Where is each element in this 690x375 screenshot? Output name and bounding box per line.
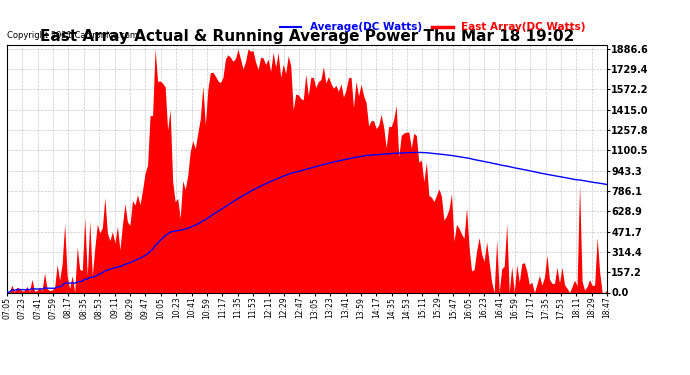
Text: Copyright 2021 Cartronics.com: Copyright 2021 Cartronics.com: [7, 32, 138, 40]
Legend: Average(DC Watts), East Array(DC Watts): Average(DC Watts), East Array(DC Watts): [276, 18, 590, 36]
Title: East Array Actual & Running Average Power Thu Mar 18 19:02: East Array Actual & Running Average Powe…: [40, 29, 574, 44]
